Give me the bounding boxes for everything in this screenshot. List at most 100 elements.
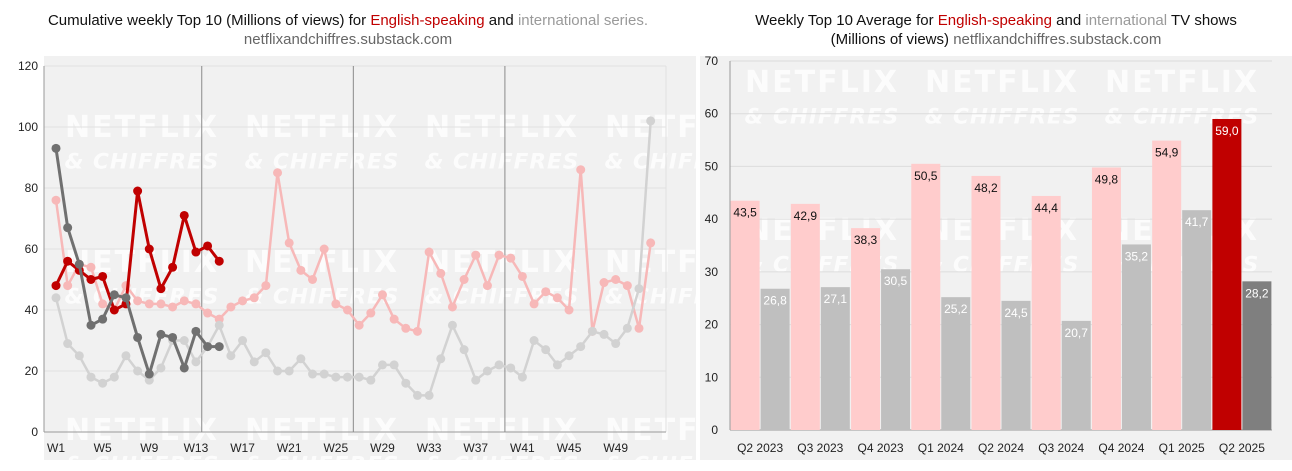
data-point-intl_past bbox=[319, 369, 329, 379]
watermark-line2: & CHIFFRES bbox=[605, 150, 760, 175]
data-point-english_past bbox=[424, 247, 434, 257]
data-point-intl_past bbox=[552, 360, 562, 370]
data-point-intl_past bbox=[156, 363, 166, 373]
data-point-intl_past bbox=[249, 357, 259, 367]
data-point-intl_past bbox=[412, 390, 422, 400]
data-point-intl_past bbox=[74, 351, 84, 361]
data-point-intl_current bbox=[109, 290, 119, 300]
data-point-english_past bbox=[611, 275, 621, 284]
data-point-intl_current bbox=[144, 369, 154, 379]
right-title-suffix: TV shows bbox=[1167, 12, 1237, 29]
data-point-intl_past bbox=[599, 329, 609, 339]
y-tick-label: 100 bbox=[18, 120, 38, 134]
data-point-english_current bbox=[144, 244, 154, 254]
data-label-international: 27,1 bbox=[824, 292, 848, 306]
data-point-english_past bbox=[447, 302, 457, 312]
data-point-english_current bbox=[191, 247, 201, 257]
x-category-label: Q3 2024 bbox=[1038, 441, 1084, 455]
x-category-label: Q1 2025 bbox=[1159, 441, 1205, 455]
data-point-english_current bbox=[98, 271, 108, 281]
data-point-intl_past bbox=[238, 336, 248, 345]
bar-english bbox=[851, 228, 881, 430]
data-point-intl_current bbox=[179, 363, 189, 373]
bar-english bbox=[790, 203, 820, 430]
bar-international bbox=[1001, 300, 1031, 430]
data-point-english_current bbox=[133, 186, 143, 196]
data-point-intl_past bbox=[377, 360, 387, 370]
data-point-english_current bbox=[203, 241, 213, 251]
x-tick-label: W21 bbox=[277, 441, 302, 455]
watermark-line2: & CHIFFRES bbox=[425, 150, 580, 175]
y-tick-label: 40 bbox=[25, 303, 39, 317]
bar-international bbox=[1121, 244, 1151, 430]
data-point-intl_past bbox=[622, 323, 632, 333]
data-point-intl_past bbox=[366, 375, 376, 385]
data-point-english_past bbox=[296, 265, 306, 275]
left-title-english: English-speaking bbox=[370, 12, 485, 29]
data-point-intl_past bbox=[51, 293, 61, 303]
y-tick-label: 70 bbox=[705, 54, 719, 68]
data-point-intl_past bbox=[646, 116, 656, 126]
data-point-english_past bbox=[494, 250, 504, 260]
x-tick-label: W33 bbox=[417, 441, 442, 455]
watermark-line2: & CHIFFRES bbox=[65, 453, 220, 471]
bar-international bbox=[1061, 320, 1091, 430]
x-category-label: Q2 2024 bbox=[978, 441, 1024, 455]
data-point-english_past bbox=[412, 326, 422, 336]
data-point-intl_past bbox=[308, 369, 318, 379]
x-category-label: Q3 2023 bbox=[797, 441, 843, 455]
data-label-english: 42,9 bbox=[794, 209, 818, 223]
data-label-english: 38,3 bbox=[854, 233, 878, 247]
watermark-line1: NETFLIX bbox=[605, 413, 759, 448]
data-point-english_past bbox=[377, 290, 387, 300]
data-point-english_past bbox=[51, 195, 61, 205]
data-point-intl_past bbox=[564, 351, 574, 361]
y-tick-label: 120 bbox=[18, 59, 38, 73]
data-point-intl_past bbox=[191, 357, 201, 367]
left-title-line1: Cumulative weekly Top 10 (Millions of vi… bbox=[0, 11, 696, 30]
bar-english bbox=[1091, 167, 1121, 431]
data-point-intl_current bbox=[214, 342, 224, 352]
x-category-label: Q2 2023 bbox=[737, 441, 783, 455]
data-point-english_past bbox=[646, 238, 656, 248]
data-point-intl_past bbox=[529, 336, 539, 345]
y-tick-label: 0 bbox=[711, 423, 718, 437]
series-line-intl_past bbox=[54, 120, 652, 397]
data-point-english_current bbox=[214, 256, 224, 266]
x-tick-label: W45 bbox=[557, 441, 582, 455]
x-tick-label: W29 bbox=[370, 441, 395, 455]
data-point-english_past bbox=[634, 323, 644, 333]
data-point-english_past bbox=[529, 299, 539, 309]
data-point-english_current bbox=[63, 256, 73, 266]
right-title-source: netflixandchiffres.substack.com bbox=[953, 31, 1162, 48]
data-point-english_past bbox=[226, 302, 236, 312]
watermark-line1: NETFLIX bbox=[65, 413, 219, 448]
left-title-intl: international series. bbox=[517, 12, 649, 29]
data-point-english_past bbox=[238, 296, 248, 306]
right-bar-chart: NETFLIX & CHIFFRES NETFLIX & CHIFFRES NETFLI… bbox=[700, 54, 1292, 460]
watermark-line2: & CHIFFRES bbox=[245, 150, 400, 175]
data-point-intl_past bbox=[634, 284, 644, 294]
data-point-english_past bbox=[354, 320, 364, 330]
right-title-intl: international bbox=[1085, 12, 1168, 29]
data-point-intl_past bbox=[517, 372, 527, 382]
data-point-english_past bbox=[249, 293, 259, 303]
data-label-english: 59,0 bbox=[1215, 124, 1239, 138]
data-label-english: 49,8 bbox=[1095, 172, 1119, 186]
data-label-english: 50,5 bbox=[914, 169, 938, 183]
data-point-intl_past bbox=[506, 363, 516, 373]
left-title-and: and bbox=[484, 12, 518, 29]
data-point-intl_past bbox=[226, 351, 236, 361]
data-point-english_past bbox=[156, 299, 166, 309]
data-label-english: 54,9 bbox=[1155, 146, 1179, 160]
data-label-international: 35,2 bbox=[1125, 249, 1149, 263]
bar-international bbox=[1242, 281, 1272, 430]
watermark-line1: NETFLIX bbox=[1105, 65, 1259, 100]
data-point-english_past bbox=[319, 244, 329, 254]
data-point-intl_past bbox=[273, 366, 283, 376]
data-point-intl_current bbox=[63, 223, 73, 233]
right-chart-title: Weekly Top 10 Average for English-speaki… bbox=[700, 11, 1292, 49]
data-point-english_past bbox=[63, 281, 73, 291]
data-point-intl_current bbox=[121, 293, 131, 303]
